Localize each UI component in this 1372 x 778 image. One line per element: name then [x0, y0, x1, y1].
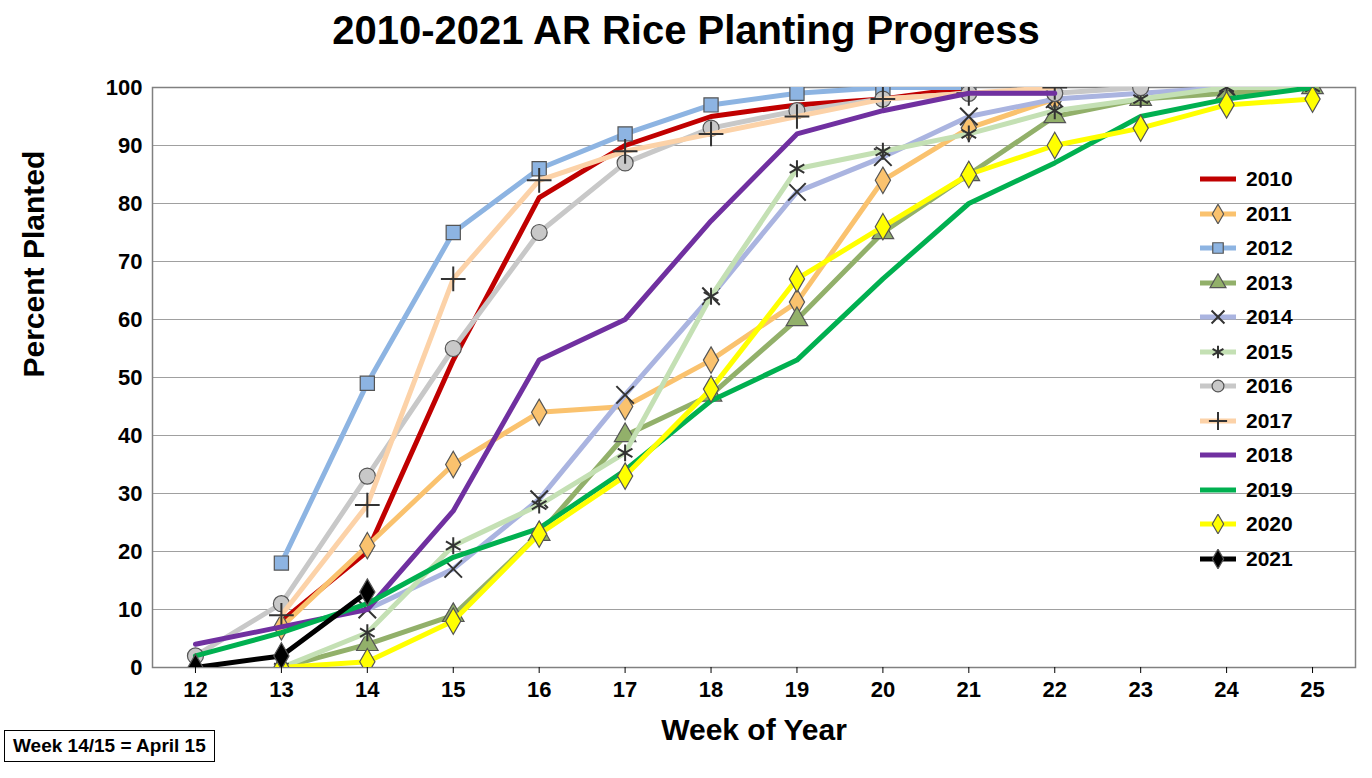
html-text:2017: 2017 [1246, 408, 1293, 432]
svg-text:19: 19 [785, 677, 809, 702]
svg-text:22: 22 [1043, 677, 1067, 702]
html-text:2021: 2021 [1246, 546, 1293, 570]
svg-text:17: 17 [613, 677, 637, 702]
svg-text:21: 21 [957, 677, 981, 702]
svg-text:15: 15 [441, 677, 465, 702]
svg-text:12: 12 [183, 677, 207, 702]
html-text:2012: 2012 [1246, 236, 1293, 260]
svg-text:24: 24 [1214, 677, 1239, 702]
svg-text:0: 0 [130, 655, 142, 680]
svg-text:70: 70 [118, 249, 142, 274]
svg-text:23: 23 [1128, 677, 1152, 702]
html-text:2019: 2019 [1246, 477, 1293, 501]
svg-text:30: 30 [118, 481, 142, 506]
html-text:2018: 2018 [1246, 443, 1293, 467]
svg-text:80: 80 [118, 191, 142, 216]
svg-text:16: 16 [527, 677, 551, 702]
html-text:2013: 2013 [1246, 270, 1293, 294]
svg-text:40: 40 [118, 423, 142, 448]
svg-text:Percent Planted: Percent Planted [17, 151, 50, 378]
html-text:2010-2021 AR Rice Planting Pro: 2010-2021 AR Rice Planting Progress [332, 8, 1040, 52]
html-text:2014: 2014 [1246, 305, 1293, 329]
svg-text:20: 20 [871, 677, 895, 702]
svg-text:10: 10 [118, 597, 142, 622]
svg-text:20: 20 [118, 539, 142, 564]
svg-text:Week of Year: Week of Year [661, 713, 847, 746]
html-text:2011: 2011 [1246, 201, 1292, 225]
html-text:2016: 2016 [1246, 374, 1293, 398]
html-text:Week 14/15 = April 15: Week 14/15 = April 15 [13, 735, 206, 756]
html-text:2015: 2015 [1246, 339, 1293, 363]
svg-text:14: 14 [355, 677, 380, 702]
html-text:2010: 2010 [1246, 167, 1293, 191]
svg-text:90: 90 [118, 133, 142, 158]
svg-text:50: 50 [118, 365, 142, 390]
svg-text:13: 13 [269, 677, 293, 702]
svg-text:100: 100 [106, 75, 143, 100]
svg-text:60: 60 [118, 307, 142, 332]
html-text:2020: 2020 [1246, 512, 1293, 536]
svg-text:18: 18 [699, 677, 723, 702]
svg-text:25: 25 [1300, 677, 1324, 702]
